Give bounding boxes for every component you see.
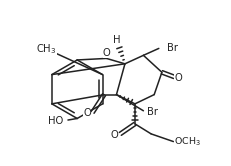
Text: O: O — [83, 108, 91, 118]
Text: O: O — [174, 73, 182, 83]
Text: O: O — [103, 48, 110, 58]
Text: $\mathregular{CH_3}$: $\mathregular{CH_3}$ — [36, 42, 57, 56]
Text: H: H — [113, 35, 120, 45]
Text: HO: HO — [48, 116, 63, 126]
Text: O: O — [110, 130, 118, 140]
Text: Br: Br — [147, 107, 158, 117]
Text: Br: Br — [167, 43, 177, 53]
Text: $\mathregular{OCH_3}$: $\mathregular{OCH_3}$ — [174, 135, 201, 148]
